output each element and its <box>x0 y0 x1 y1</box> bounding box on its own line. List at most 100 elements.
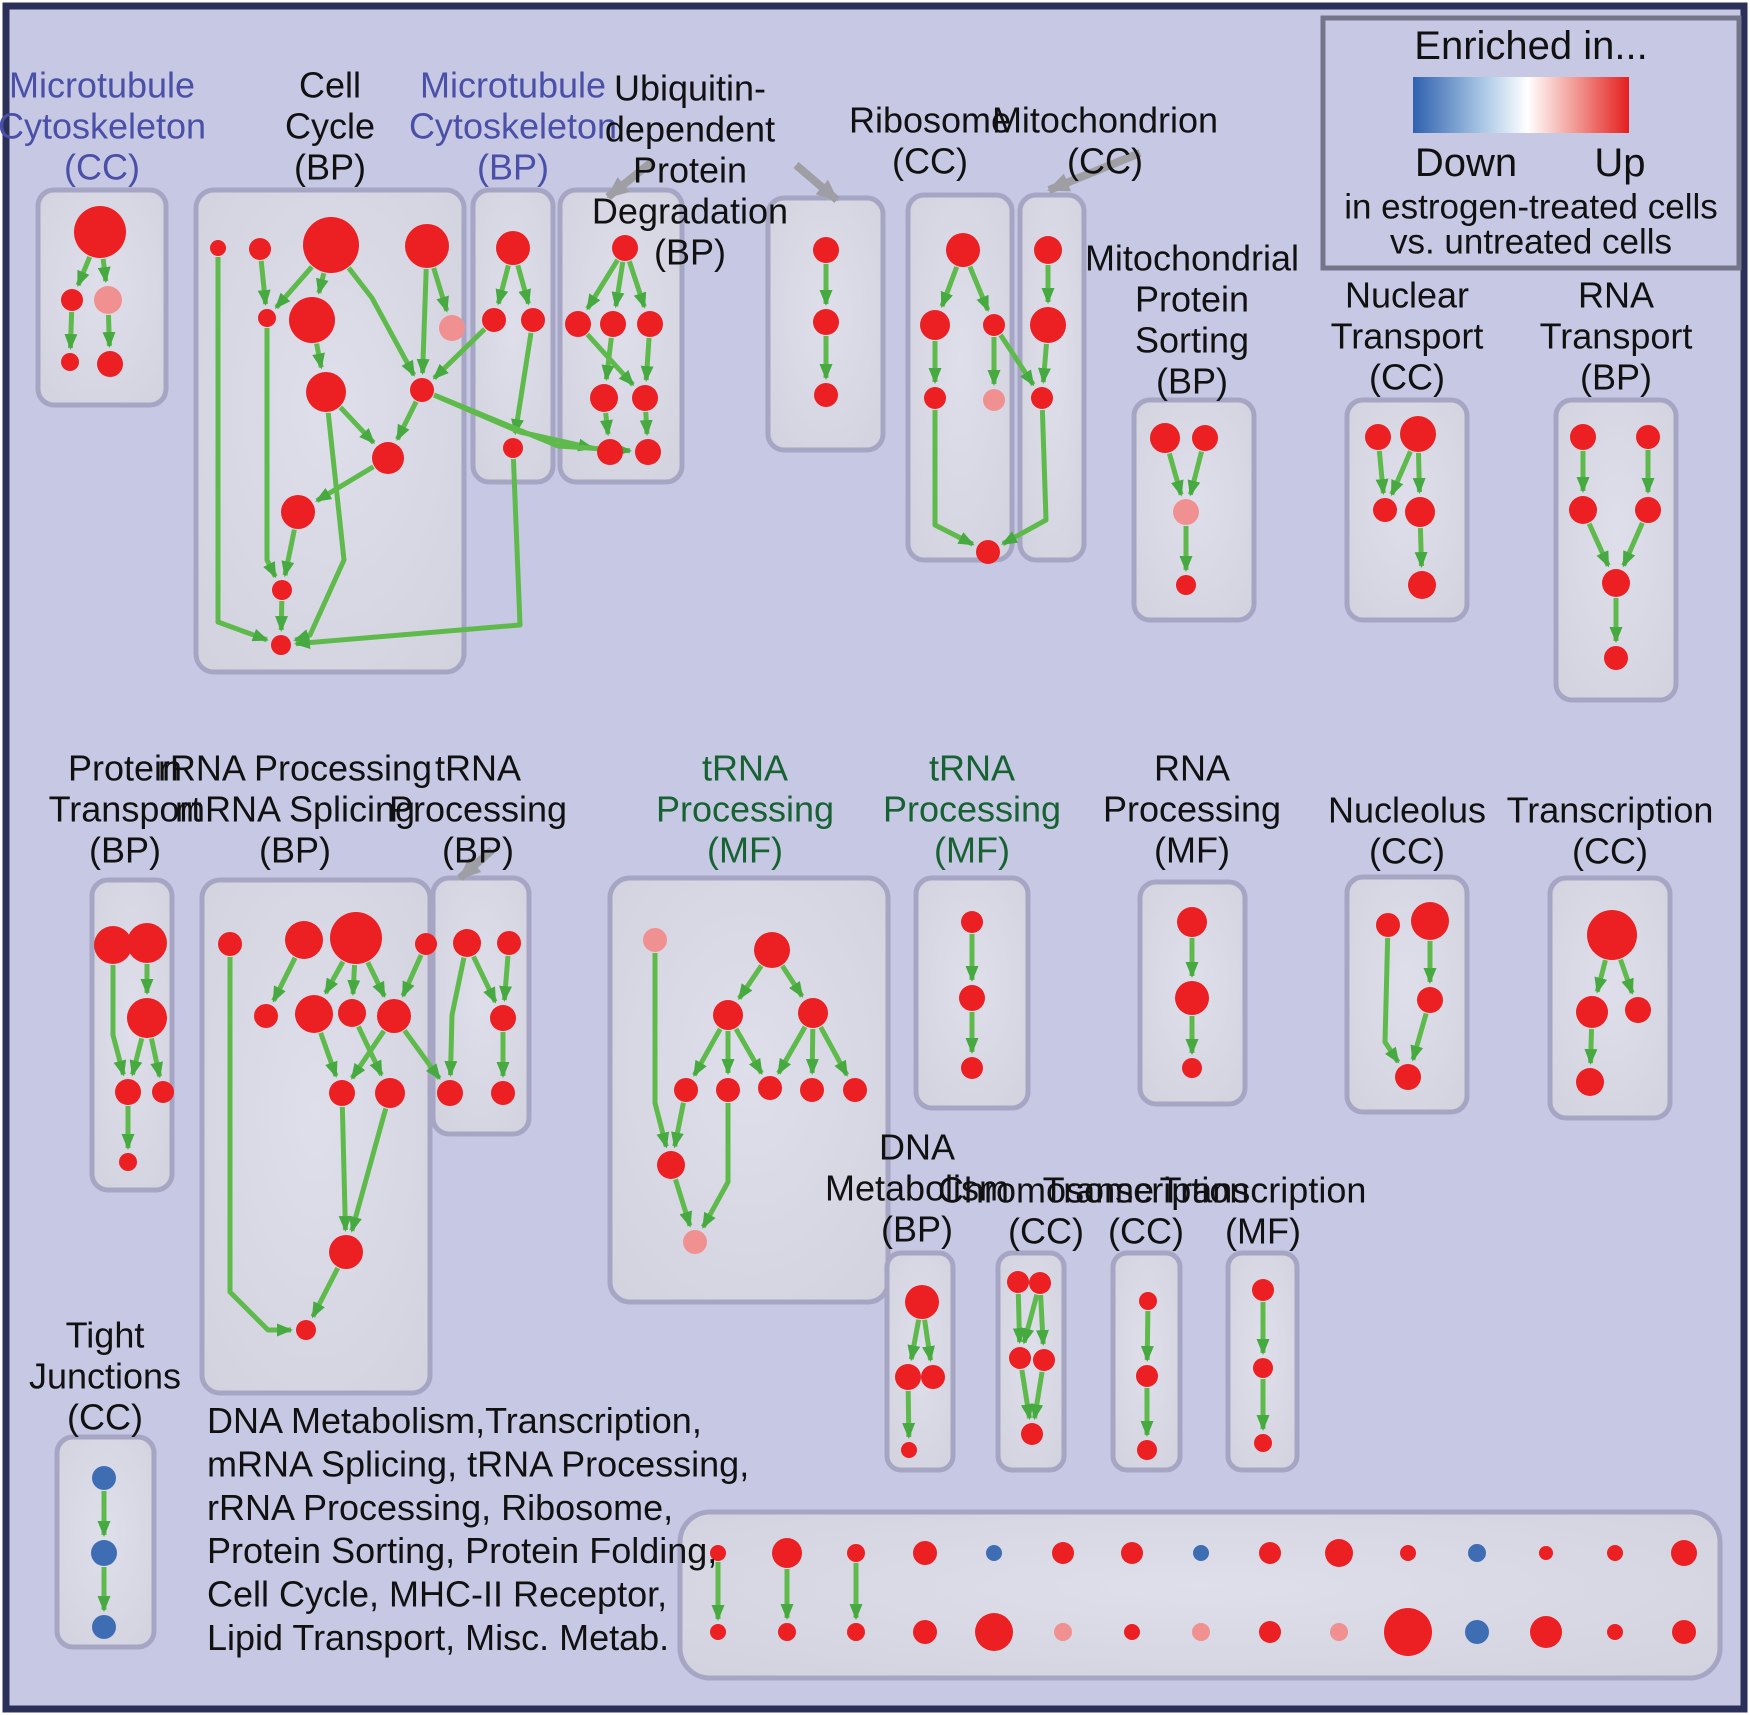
go-term-node <box>1175 981 1209 1015</box>
go-term-node <box>329 1235 363 1269</box>
edge-arrow <box>349 1107 389 1233</box>
edge-arrow <box>932 410 975 547</box>
go-term-node <box>920 310 950 340</box>
go-term-node <box>437 1080 463 1106</box>
go-term-node <box>814 383 838 407</box>
go-term-node <box>683 1230 707 1254</box>
go-term-node <box>637 311 663 337</box>
go-term-node <box>847 1623 865 1641</box>
go-term-node <box>1259 1621 1281 1643</box>
go-term-node <box>496 231 530 265</box>
edge-arrow <box>316 272 329 295</box>
panel-box-transcription-cc-row3 <box>1110 1250 1183 1473</box>
go-term-node <box>1330 1623 1348 1641</box>
panel-label-trna-processing-mf-large: Processing <box>656 789 834 830</box>
go-term-node <box>1468 1544 1486 1562</box>
panel-label-dna-metabolism-bp: (BP) <box>881 1209 953 1250</box>
panel-label-transcription-mf: (MF) <box>1225 1211 1301 1252</box>
go-term-node <box>254 1004 278 1028</box>
panel-label-dna-metabolism-bp: DNA <box>879 1127 955 1168</box>
go-term-node <box>1604 646 1628 670</box>
edge-arrow <box>902 1390 916 1440</box>
edge-arrow <box>1412 452 1426 495</box>
go-term-node <box>983 314 1005 336</box>
panel-label-ribosome-cc: Ribosome <box>849 100 1011 141</box>
panel-label-nuclear-transport-cc: (CC) <box>1369 357 1445 398</box>
go-term-node <box>1173 499 1199 525</box>
edge-arrow <box>395 400 419 442</box>
panel-label-mitochondrial-protein-sorting-bp: (BP) <box>1156 361 1228 402</box>
edge-arrow <box>431 267 450 313</box>
go-term-node <box>1182 1058 1202 1078</box>
edge-arrow <box>998 333 1036 387</box>
panel-label-nucleolus-cc: Nucleolus <box>1328 790 1486 831</box>
edge-arrow <box>1187 450 1204 497</box>
go-term-node <box>1007 1271 1029 1293</box>
go-term-node <box>330 912 382 964</box>
edge-arrow <box>110 965 127 1077</box>
panel-label-ubiquitin-degradation-bp-1: dependent <box>605 109 775 150</box>
go-term-node <box>127 998 167 1038</box>
go-term-node <box>218 932 242 956</box>
edge-arrow <box>400 953 424 998</box>
go-term-node <box>439 315 465 341</box>
go-term-node <box>61 289 83 311</box>
panel-label-trna-processing-bp: (BP) <box>442 830 514 871</box>
go-term-node <box>1021 1423 1043 1445</box>
go-term-node <box>1177 907 1207 937</box>
go-term-node <box>497 931 521 955</box>
panel-box-chromosome-cc <box>995 1250 1067 1473</box>
go-term-node <box>295 995 333 1033</box>
panel-label-trna-processing-mf-large: tRNA <box>702 748 788 789</box>
panel-label-trna-processing-mf-small: (MF) <box>934 830 1010 871</box>
misc-terms-line: Cell Cycle, MHC-II Receptor, <box>207 1574 667 1615</box>
go-term-node <box>453 929 481 957</box>
go-term-node <box>271 635 291 655</box>
go-term-node <box>946 233 980 267</box>
go-term-node <box>482 308 506 332</box>
go-term-node <box>1150 423 1180 453</box>
panel-label-rrna-processing-mrna-splicing-bp: rRNA Processing <box>158 748 432 789</box>
panel-box-rrna-processing-mrna-splicing-bp <box>199 877 433 1396</box>
panel-label-tight-junctions-cc: (CC) <box>67 1397 143 1438</box>
legend-title: Enriched in... <box>1414 24 1647 68</box>
edge-arrow <box>1389 450 1413 497</box>
go-term-node <box>490 1005 516 1031</box>
go-term-node <box>375 1078 405 1108</box>
go-term-node <box>905 1285 939 1319</box>
edge-arrow <box>600 412 613 437</box>
panel-label-microtubule-cytoskeleton-cc: (CC) <box>64 147 140 188</box>
edge-arrow <box>1382 937 1401 1064</box>
go-term-node <box>91 1540 117 1566</box>
edge-arrow <box>281 529 297 578</box>
panel-label-ubiquitin-degradation-bp-1: Ubiquitin- <box>614 68 766 109</box>
panel-label-ubiquitin-degradation-bp-1: (BP) <box>654 232 726 273</box>
go-term-node <box>600 311 626 337</box>
edges-layer <box>64 256 1655 1621</box>
panel-box-transcription-cc-row2 <box>1547 875 1673 1121</box>
go-term-node <box>410 378 434 402</box>
go-term-node <box>758 1076 782 1100</box>
edge-arrow <box>102 314 116 349</box>
panel-label-microtubule-cytoskeleton-cc: Cytoskeleton <box>0 106 206 147</box>
go-term-node <box>674 1078 698 1102</box>
go-term-node <box>521 308 545 332</box>
go-term-node <box>281 495 315 529</box>
panel-label-microtubule-cytoskeleton-bp: Cytoskeleton <box>409 106 617 147</box>
go-term-node <box>847 1544 865 1562</box>
go-term-node <box>913 1620 937 1644</box>
edge-arrow <box>515 264 531 306</box>
panel-label-microtubule-cytoskeleton-cc: Microtubule <box>9 65 195 106</box>
go-term-node <box>1192 425 1218 451</box>
panel-label-tight-junctions-cc: Junctions <box>29 1356 181 1397</box>
panel-label-nuclear-transport-cc: Transport <box>1331 316 1484 357</box>
go-term-node <box>1034 236 1062 264</box>
edge-arrow <box>275 600 289 633</box>
panel-label-protein-transport-bp: Transport <box>49 789 202 830</box>
panel-label-mitochondrion-cc: (CC) <box>1067 141 1143 182</box>
go-term-node <box>975 1613 1013 1651</box>
panel-label-trna-processing-bp: Processing <box>389 789 567 830</box>
go-term-node <box>1569 496 1597 524</box>
edge-arrow <box>495 264 511 306</box>
